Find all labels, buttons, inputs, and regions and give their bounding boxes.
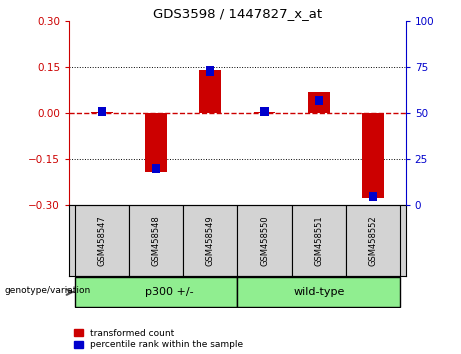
Text: GSM458551: GSM458551	[314, 215, 323, 266]
Bar	[129, 205, 183, 276]
Bar	[206, 66, 214, 75]
Bar	[91, 112, 112, 113]
Bar	[292, 205, 346, 276]
Bar	[346, 205, 400, 276]
Text: GSM458547: GSM458547	[97, 215, 106, 266]
Text: genotype/variation: genotype/variation	[5, 286, 91, 295]
Bar	[308, 92, 330, 113]
Bar	[237, 205, 292, 276]
Bar	[98, 107, 106, 116]
Bar	[145, 113, 167, 172]
Bar	[369, 192, 377, 201]
Legend: transformed count, percentile rank within the sample: transformed count, percentile rank withi…	[74, 329, 243, 349]
Bar	[152, 164, 160, 173]
Bar	[254, 112, 275, 113]
Bar	[362, 113, 384, 198]
Title: GDS3598 / 1447827_x_at: GDS3598 / 1447827_x_at	[153, 7, 322, 20]
Text: GSM458548: GSM458548	[152, 215, 160, 266]
Bar	[315, 96, 323, 105]
Text: GSM458550: GSM458550	[260, 215, 269, 266]
FancyBboxPatch shape	[75, 277, 237, 307]
Bar	[75, 205, 129, 276]
Bar	[260, 107, 269, 116]
Text: GSM458552: GSM458552	[369, 215, 378, 266]
Text: wild-type: wild-type	[293, 287, 344, 297]
Text: GSM458549: GSM458549	[206, 215, 215, 266]
Text: p300 +/-: p300 +/-	[145, 287, 194, 297]
Bar	[200, 70, 221, 113]
Bar	[183, 205, 237, 276]
FancyBboxPatch shape	[237, 277, 400, 307]
